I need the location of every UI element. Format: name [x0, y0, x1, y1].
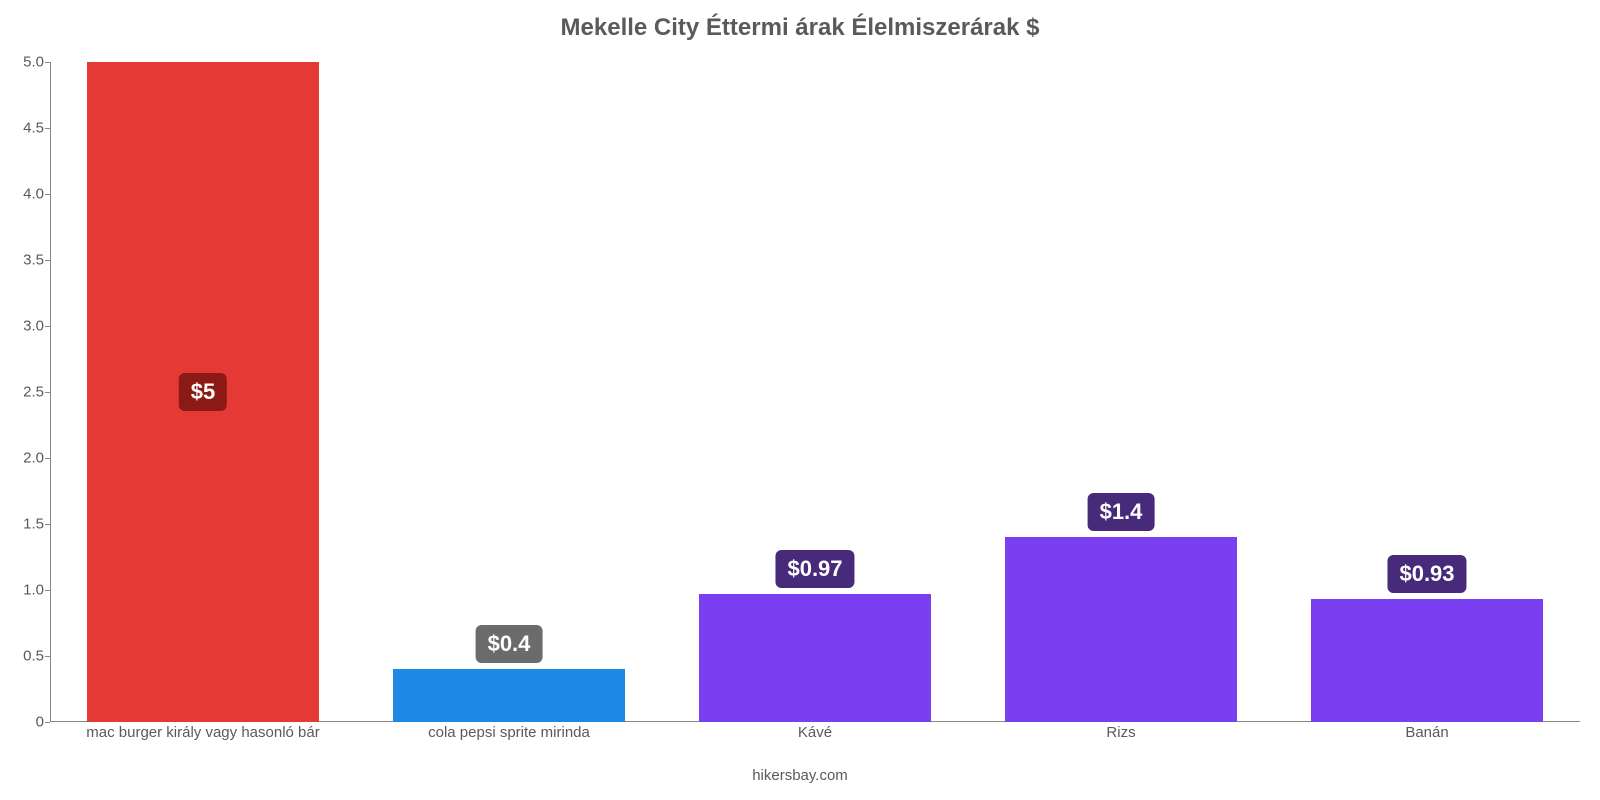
bar-chart: Mekelle City Éttermi árak Élelmiszerárak… — [0, 0, 1600, 800]
value-badge: $1.4 — [1088, 493, 1155, 531]
bar: $5 — [87, 62, 320, 722]
bar-slot: $5 — [50, 62, 356, 722]
y-tick-label: 1.5 — [2, 516, 50, 533]
category-label: cola pepsi sprite mirinda — [356, 724, 662, 741]
chart-title: Mekelle City Éttermi árak Élelmiszerárak… — [0, 14, 1600, 42]
y-tick-label: 3.0 — [2, 318, 50, 335]
value-badge: $5 — [179, 373, 227, 411]
bar — [1005, 537, 1238, 722]
credit-text: hikersbay.com — [0, 767, 1600, 784]
bar — [1311, 599, 1544, 722]
y-tick-label: 2.5 — [2, 384, 50, 401]
y-tick-label: 2.0 — [2, 450, 50, 467]
y-tick-label: 4.0 — [2, 186, 50, 203]
value-badge: $0.93 — [1387, 555, 1466, 593]
y-tick-label: 5.0 — [2, 54, 50, 71]
bar-slot: $0.93 — [1274, 62, 1580, 722]
value-badge: $0.97 — [775, 550, 854, 588]
category-label: mac burger király vagy hasonló bár — [50, 724, 356, 741]
bar — [393, 669, 626, 722]
category-label: Kávé — [662, 724, 968, 741]
category-label: Rizs — [968, 724, 1274, 741]
y-tick-mark — [45, 722, 50, 723]
bar-slot: $0.4 — [356, 62, 662, 722]
bar — [699, 594, 932, 722]
category-labels: mac burger király vagy hasonló bárcola p… — [50, 724, 1580, 741]
y-tick-label: 1.0 — [2, 582, 50, 599]
y-tick-label: 0.5 — [2, 648, 50, 665]
category-label: Banán — [1274, 724, 1580, 741]
bar-slot: $0.97 — [662, 62, 968, 722]
y-tick-label: 3.5 — [2, 252, 50, 269]
y-tick-label: 4.5 — [2, 120, 50, 137]
bars-container: $5 $0.4 $0.97 $1.4 $0.93 — [50, 62, 1580, 722]
y-tick-label: 0 — [2, 714, 50, 731]
bar-slot: $1.4 — [968, 62, 1274, 722]
plot-area: 00.51.01.52.02.53.03.54.04.55.0 $5$0.4$0… — [50, 62, 1580, 722]
value-badge: $0.4 — [476, 625, 543, 663]
